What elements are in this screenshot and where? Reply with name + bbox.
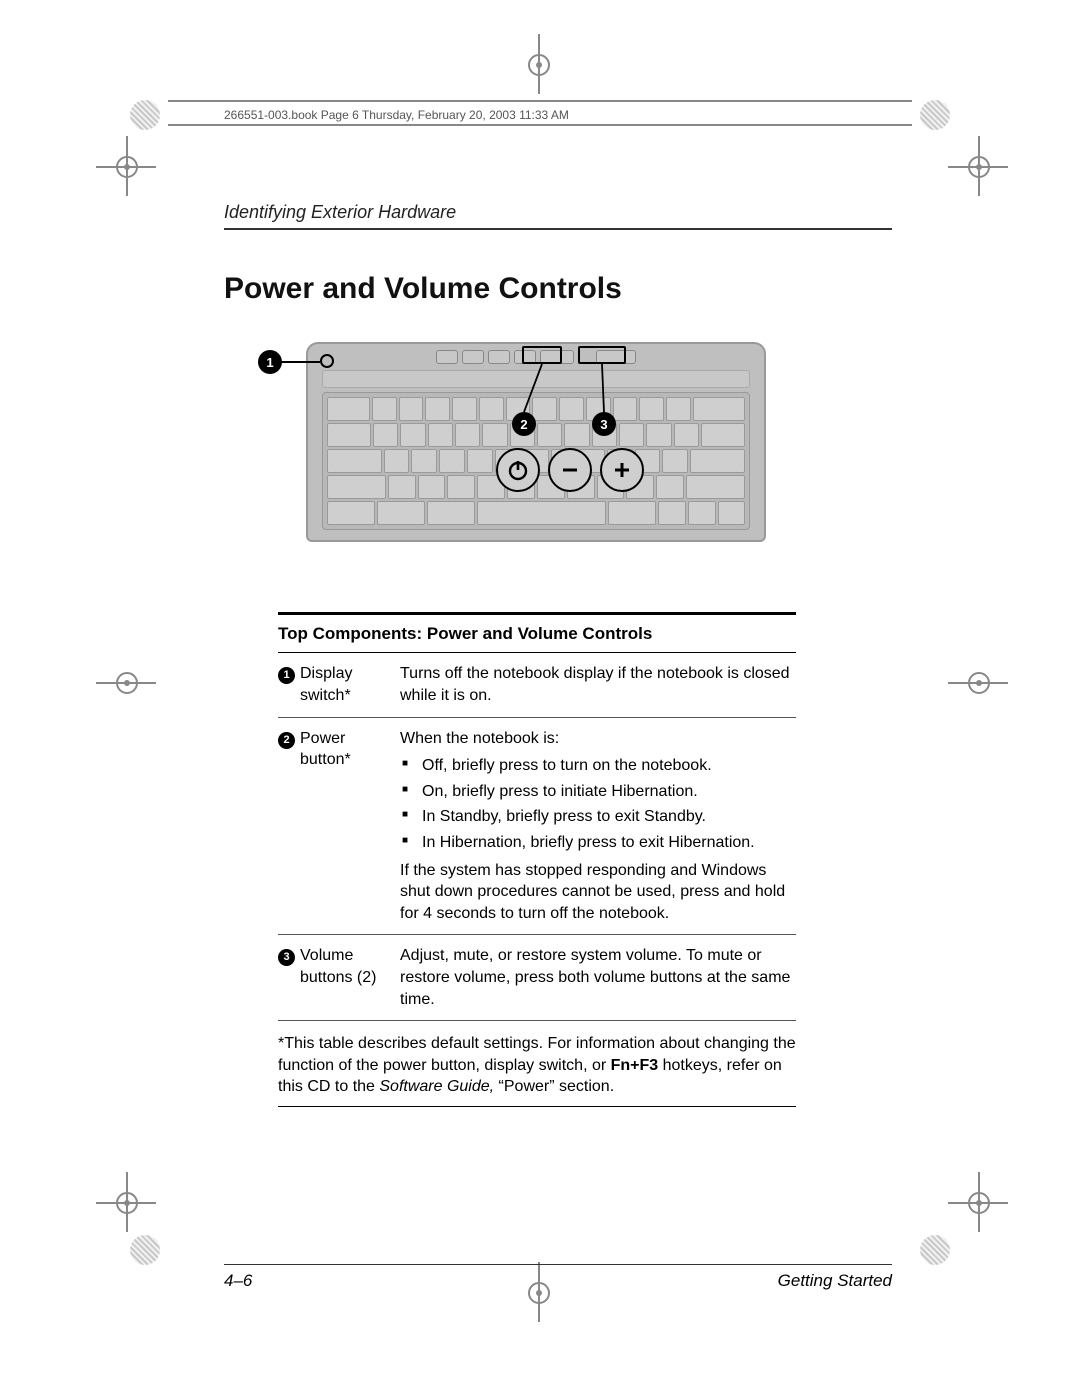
row-desc: Adjust, mute, or restore system volume. … [400, 945, 796, 1010]
header-rule-top [168, 100, 912, 102]
footnote-hotkey: Fn+F3 [611, 1057, 659, 1074]
page: 266551-003.book Page 6 Thursday, Februar… [168, 72, 912, 1325]
section-heading: Power and Volume Controls [224, 272, 622, 306]
row-desc: When the notebook is: Off, briefly press… [400, 728, 796, 925]
header-runner: 266551-003.book Page 6 Thursday, Februar… [224, 108, 569, 122]
row-name: Power button* [300, 728, 400, 925]
bullet-item: In Hibernation, briefly press to exit Hi… [422, 830, 796, 856]
chapter-title: Identifying Exterior Hardware [224, 202, 456, 223]
table-row: 3 Volume buttons (2) Adjust, mute, or re… [278, 941, 796, 1018]
footnote-text: “Power” section. [494, 1078, 614, 1095]
row-desc: Turns off the notebook display if the no… [400, 663, 796, 706]
bullet-item: In Standby, briefly press to exit Standb… [422, 804, 796, 830]
table-title-rule [278, 652, 796, 654]
keyboard-illustration: 1 2 3 [286, 342, 786, 572]
row-num: 1 [278, 663, 300, 706]
callout-1: 1 [258, 350, 282, 374]
table-top-rule [278, 612, 796, 615]
components-table: Top Components: Power and Volume Control… [278, 612, 796, 1107]
table-row-sep [278, 934, 796, 935]
table-row-sep [278, 1020, 796, 1021]
chapter-rule [224, 228, 892, 230]
table-row: 2 Power button* When the notebook is: Of… [278, 724, 796, 933]
magnify-volume-up-icon [600, 448, 644, 492]
bullet-item: Off, briefly press to turn on the notebo… [422, 753, 796, 779]
row-num: 3 [278, 945, 300, 1010]
bullet-item: On, briefly press to initiate Hibernatio… [422, 779, 796, 805]
table-footnote: *This table describes default settings. … [278, 1027, 796, 1098]
row-name: Display switch* [300, 663, 400, 706]
footer-book-title: Getting Started [778, 1271, 892, 1291]
row-num: 2 [278, 728, 300, 925]
footer-rule [224, 1264, 892, 1266]
table-bottom-rule [278, 1106, 796, 1108]
row-tail-text: If the system has stopped responding and… [400, 860, 796, 925]
callout-2: 2 [512, 412, 536, 436]
page-number: 4–6 [224, 1271, 252, 1291]
row-lead-text: When the notebook is: [400, 728, 796, 750]
footnote-guide-title: Software Guide, [379, 1078, 494, 1095]
table-row-sep [278, 717, 796, 718]
row-name: Volume buttons (2) [300, 945, 400, 1010]
table-row: 1 Display switch* Turns off the notebook… [278, 659, 796, 714]
magnify-power-icon [496, 448, 540, 492]
callout-3: 3 [592, 412, 616, 436]
callout-leaders [286, 342, 786, 542]
magnify-volume-down-icon [548, 448, 592, 492]
row-bullets: Off, briefly press to turn on the notebo… [400, 753, 796, 855]
table-title: Top Components: Power and Volume Control… [278, 621, 796, 652]
header-rule-bot [168, 124, 912, 126]
